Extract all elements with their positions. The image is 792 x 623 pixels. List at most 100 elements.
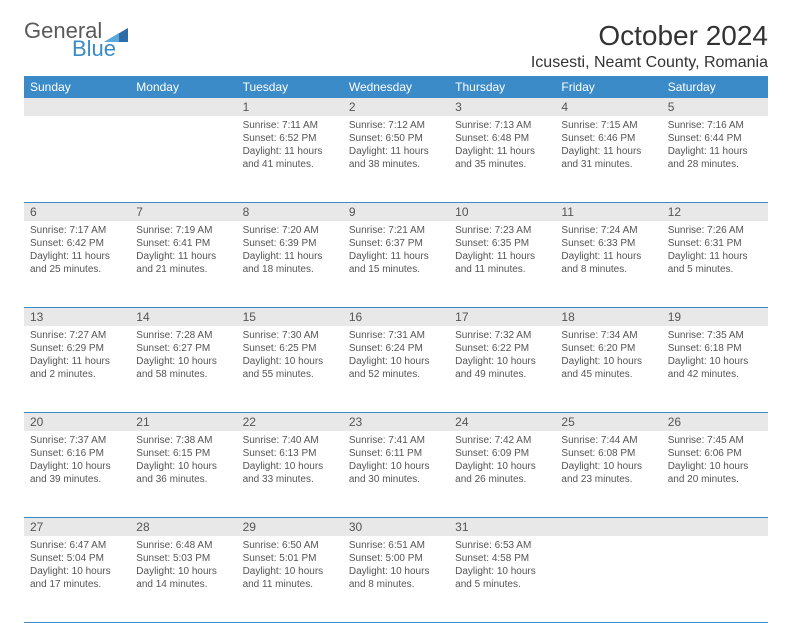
week-row: Sunrise: 7:11 AMSunset: 6:52 PM Daylight:…: [24, 116, 768, 203]
daylight2-text: and 14 minutes.: [136, 578, 230, 591]
daylight1-text: Daylight: 10 hours: [136, 355, 230, 368]
daylight2-text: and 17 minutes.: [30, 578, 124, 591]
sunrise-text: Sunrise: 6:50 AM: [243, 539, 337, 552]
sunrise-text: Sunrise: 7:26 AM: [668, 224, 762, 237]
daylight1-text: Daylight: 10 hours: [455, 565, 549, 578]
weekday-header: Monday: [130, 76, 236, 98]
daylight1-text: Daylight: 10 hours: [243, 460, 337, 473]
day-cell: [130, 116, 236, 202]
daylight1-text: Daylight: 10 hours: [30, 460, 124, 473]
sunset-text: Sunset: 6:15 PM: [136, 447, 230, 460]
daylight1-text: Daylight: 10 hours: [561, 460, 655, 473]
daylight1-text: Daylight: 10 hours: [136, 565, 230, 578]
daylight2-text: and 26 minutes.: [455, 473, 549, 486]
day-cell: Sunrise: 7:32 AMSunset: 6:22 PMDaylight:…: [449, 326, 555, 412]
day-number: 8: [237, 203, 343, 221]
day-number: 28: [130, 518, 236, 536]
weekday-header: Thursday: [449, 76, 555, 98]
sunrise-text: Sunrise: 7:35 AM: [668, 329, 762, 342]
day-number: [130, 98, 236, 116]
sunrise-text: Sunrise: 6:51 AM: [349, 539, 443, 552]
day-number: 12: [662, 203, 768, 221]
weekday-header-row: Sunday Monday Tuesday Wednesday Thursday…: [24, 76, 768, 98]
sunset-text: Sunset: 6:29 PM: [30, 342, 124, 355]
daylight2-text: and 8 minutes.: [561, 263, 655, 276]
day-number: 15: [237, 308, 343, 326]
day-cell: Sunrise: 7:40 AMSunset: 6:13 PMDaylight:…: [237, 431, 343, 517]
daylight2-text: and 8 minutes.: [349, 578, 443, 591]
daylight1-text: Daylight: 10 hours: [668, 355, 762, 368]
sunrise-text: Sunrise: 7:17 AM: [30, 224, 124, 237]
sunset-text: Sunset: 6:22 PM: [455, 342, 549, 355]
sunrise-text: Sunrise: 7:28 AM: [136, 329, 230, 342]
sunset-text: Sunset: 6:20 PM: [561, 342, 655, 355]
day-cell: Sunrise: 7:24 AMSunset: 6:33 PMDaylight:…: [555, 221, 661, 307]
sunrise-text: Sunrise: 7:23 AM: [455, 224, 549, 237]
sunrise-text: Sunrise: 6:53 AM: [455, 539, 549, 552]
sunset-text: Sunset: 6:16 PM: [30, 447, 124, 460]
daylight2-text: and 45 minutes.: [561, 368, 655, 381]
week-row: Sunrise: 7:27 AMSunset: 6:29 PMDaylight:…: [24, 326, 768, 413]
daylight2-text: and 21 minutes.: [136, 263, 230, 276]
daylight2-text: and 31 minutes.: [561, 158, 655, 171]
day-number: 25: [555, 413, 661, 431]
daylight1-text: Daylight: 11 hours: [668, 145, 762, 158]
day-cell: Sunrise: 7:23 AMSunset: 6:35 PMDaylight:…: [449, 221, 555, 307]
sunset-text: Sunset: 5:03 PM: [136, 552, 230, 565]
day-cell: Sunrise: 7:28 AMSunset: 6:27 PMDaylight:…: [130, 326, 236, 412]
day-number: 29: [237, 518, 343, 536]
sunrise-text: Sunrise: 7:32 AM: [455, 329, 549, 342]
daylight1-text: Daylight: 10 hours: [349, 565, 443, 578]
sunset-text: Sunset: 6:39 PM: [243, 237, 337, 250]
day-number: 19: [662, 308, 768, 326]
day-cell: [555, 536, 661, 622]
sunset-text: Sunset: 6:08 PM: [561, 447, 655, 460]
daylight1-text: Daylight: 11 hours: [561, 250, 655, 263]
day-number: 3: [449, 98, 555, 116]
daylight2-text: and 15 minutes.: [349, 263, 443, 276]
sunset-text: Sunset: 6:52 PM: [243, 132, 337, 145]
day-number: 20: [24, 413, 130, 431]
sunrise-text: Sunrise: 7:21 AM: [349, 224, 443, 237]
title-block: October 2024 Icusesti, Neamt County, Rom…: [531, 20, 768, 72]
sunrise-text: Sunrise: 7:40 AM: [243, 434, 337, 447]
location: Icusesti, Neamt County, Romania: [531, 54, 768, 72]
week-row: Sunrise: 7:37 AMSunset: 6:16 PMDaylight:…: [24, 431, 768, 518]
day-cell: Sunrise: 6:53 AMSunset: 4:58 PMDaylight:…: [449, 536, 555, 622]
sunset-text: Sunset: 6:06 PM: [668, 447, 762, 460]
day-cell: Sunrise: 7:19 AMSunset: 6:41 PMDaylight:…: [130, 221, 236, 307]
daylight1-text: Daylight: 10 hours: [668, 460, 762, 473]
day-number: 6: [24, 203, 130, 221]
day-cell: Sunrise: 7:15 AMSunset: 6:46 PMDaylight:…: [555, 116, 661, 202]
day-number: 23: [343, 413, 449, 431]
daylight1-text: Daylight: 11 hours: [349, 250, 443, 263]
weekday-header: Friday: [555, 76, 661, 98]
day-cell: Sunrise: 6:48 AMSunset: 5:03 PMDaylight:…: [130, 536, 236, 622]
day-number: 10: [449, 203, 555, 221]
sunset-text: Sunset: 6:48 PM: [455, 132, 549, 145]
sunrise-text: Sunrise: 7:24 AM: [561, 224, 655, 237]
day-number: 7: [130, 203, 236, 221]
sunset-text: Sunset: 6:41 PM: [136, 237, 230, 250]
day-number: 17: [449, 308, 555, 326]
day-number: 9: [343, 203, 449, 221]
sunset-text: Sunset: 6:46 PM: [561, 132, 655, 145]
sunset-text: Sunset: 5:04 PM: [30, 552, 124, 565]
daylight2-text: and 28 minutes.: [668, 158, 762, 171]
sunset-text: Sunset: 6:09 PM: [455, 447, 549, 460]
weekday-header: Tuesday: [237, 76, 343, 98]
sunrise-text: Sunrise: 7:42 AM: [455, 434, 549, 447]
day-cell: Sunrise: 7:44 AMSunset: 6:08 PMDaylight:…: [555, 431, 661, 517]
day-cell: Sunrise: 6:51 AMSunset: 5:00 PMDaylight:…: [343, 536, 449, 622]
sunrise-text: Sunrise: 7:34 AM: [561, 329, 655, 342]
day-number: 31: [449, 518, 555, 536]
sunset-text: Sunset: 6:27 PM: [136, 342, 230, 355]
day-cell: Sunrise: 7:16 AMSunset: 6:44 PMDaylight:…: [662, 116, 768, 202]
sunrise-text: Sunrise: 7:31 AM: [349, 329, 443, 342]
sunrise-text: Sunrise: 7:11 AM: [243, 119, 337, 132]
sunset-text: Sunset: 5:01 PM: [243, 552, 337, 565]
daylight1-text: Daylight: 11 hours: [243, 250, 337, 263]
week-row: Sunrise: 7:17 AMSunset: 6:42 PMDaylight:…: [24, 221, 768, 308]
sunset-text: Sunset: 6:18 PM: [668, 342, 762, 355]
sunrise-text: Sunrise: 7:20 AM: [243, 224, 337, 237]
